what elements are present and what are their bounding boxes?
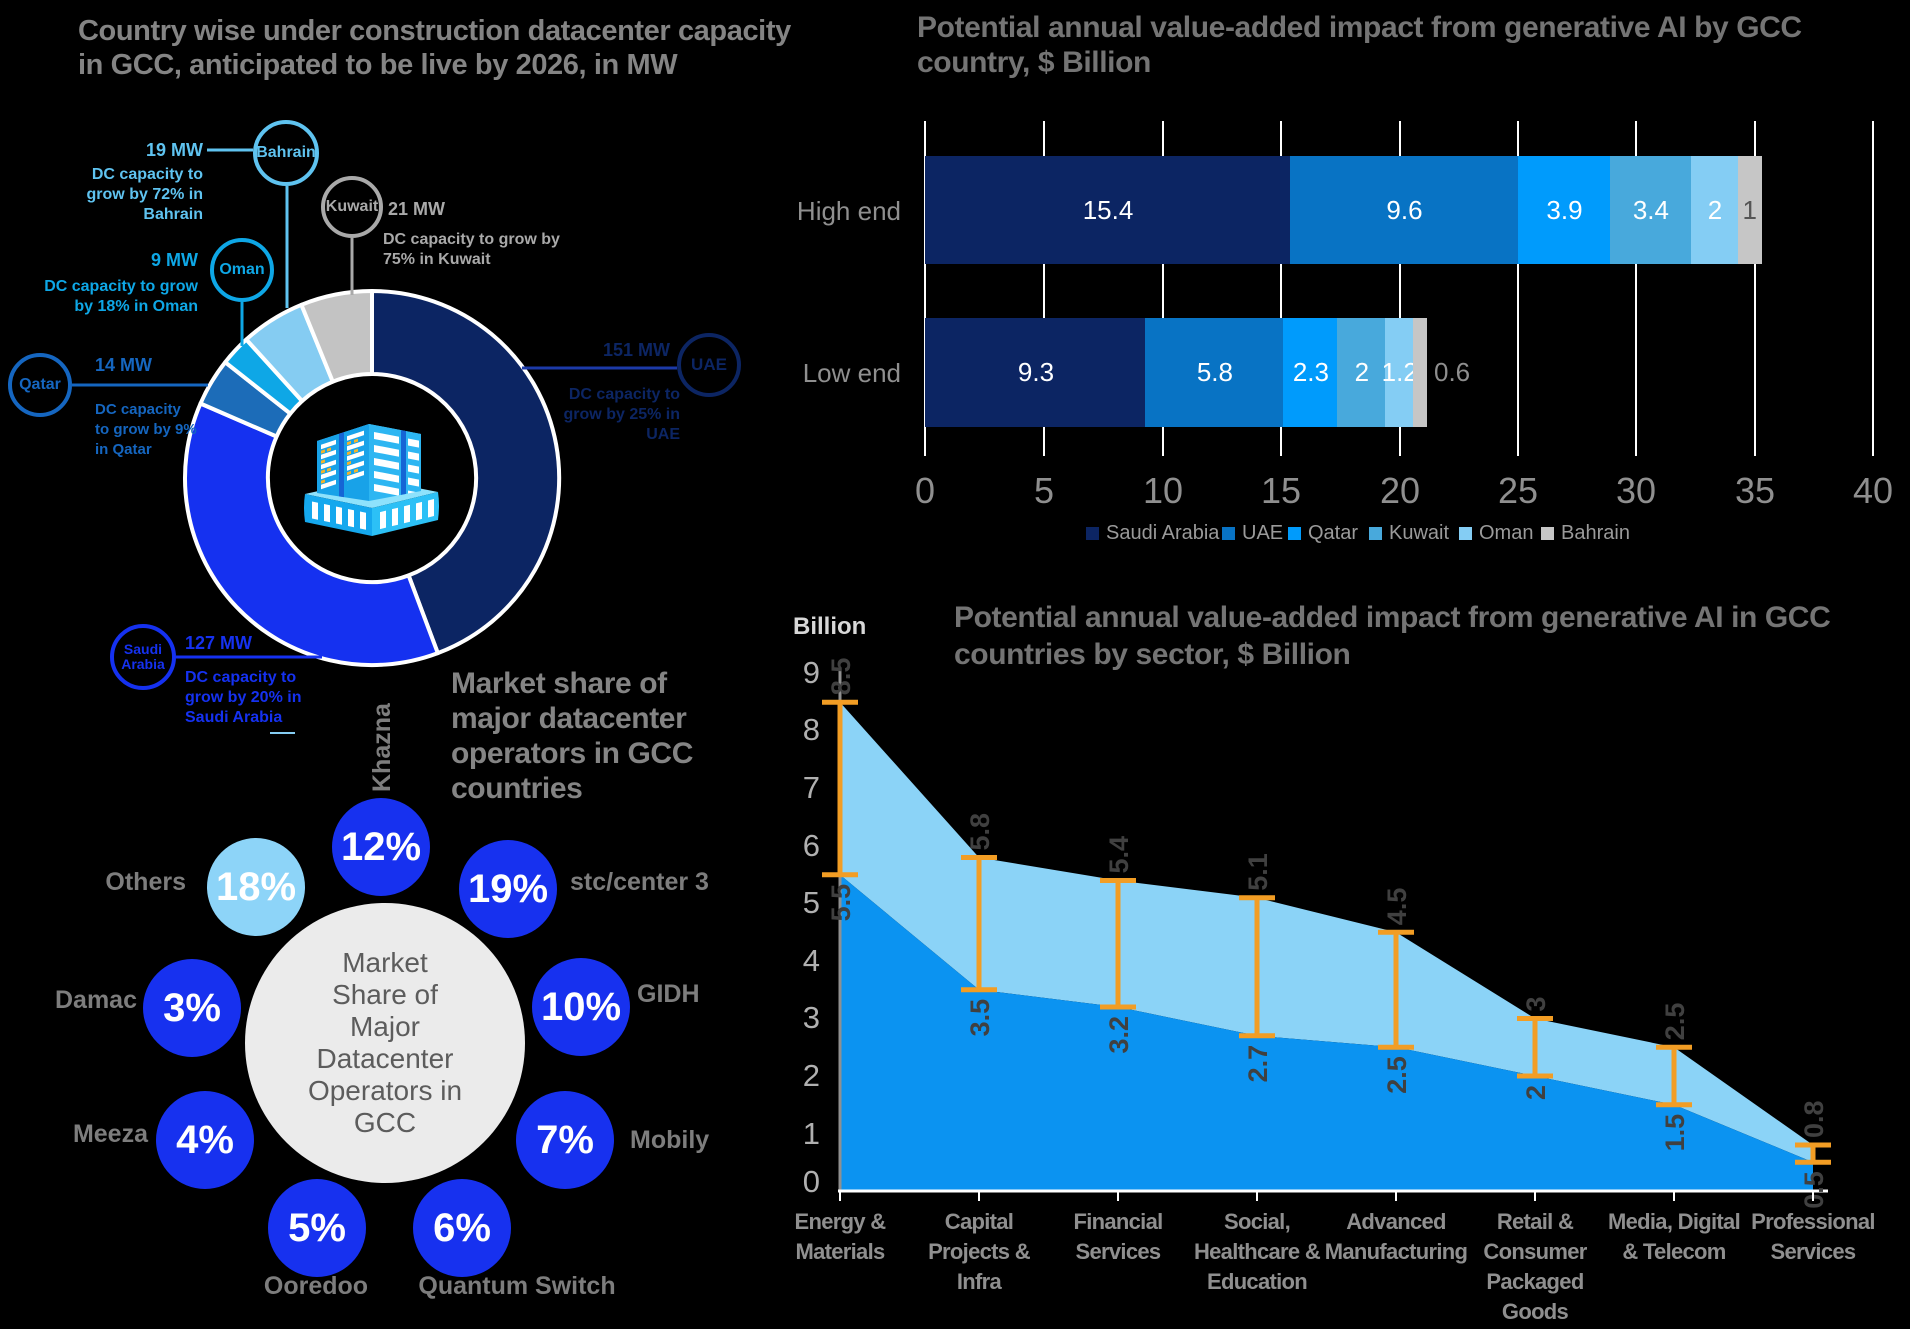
svg-text:8.5: 8.5 — [826, 658, 856, 696]
svg-text:2: 2 — [1521, 1085, 1551, 1100]
svg-text:3.5: 3.5 — [965, 999, 995, 1037]
svg-text:5.8: 5.8 — [965, 813, 995, 851]
svg-text:3: 3 — [1521, 996, 1551, 1011]
svg-text:0.5: 0.5 — [1799, 1171, 1829, 1209]
svg-text:0.8: 0.8 — [1799, 1100, 1829, 1138]
svg-text:3.2: 3.2 — [1104, 1016, 1134, 1054]
svg-text:4.5: 4.5 — [1382, 888, 1412, 926]
svg-text:2.5: 2.5 — [1382, 1056, 1412, 1094]
svg-text:5.1: 5.1 — [1243, 853, 1273, 891]
svg-text:2.5: 2.5 — [1660, 1003, 1690, 1041]
svg-text:5.4: 5.4 — [1104, 836, 1134, 874]
svg-text:1.5: 1.5 — [1660, 1114, 1690, 1152]
svg-text:2.7: 2.7 — [1243, 1045, 1273, 1083]
svg-text:5.5: 5.5 — [826, 884, 856, 922]
